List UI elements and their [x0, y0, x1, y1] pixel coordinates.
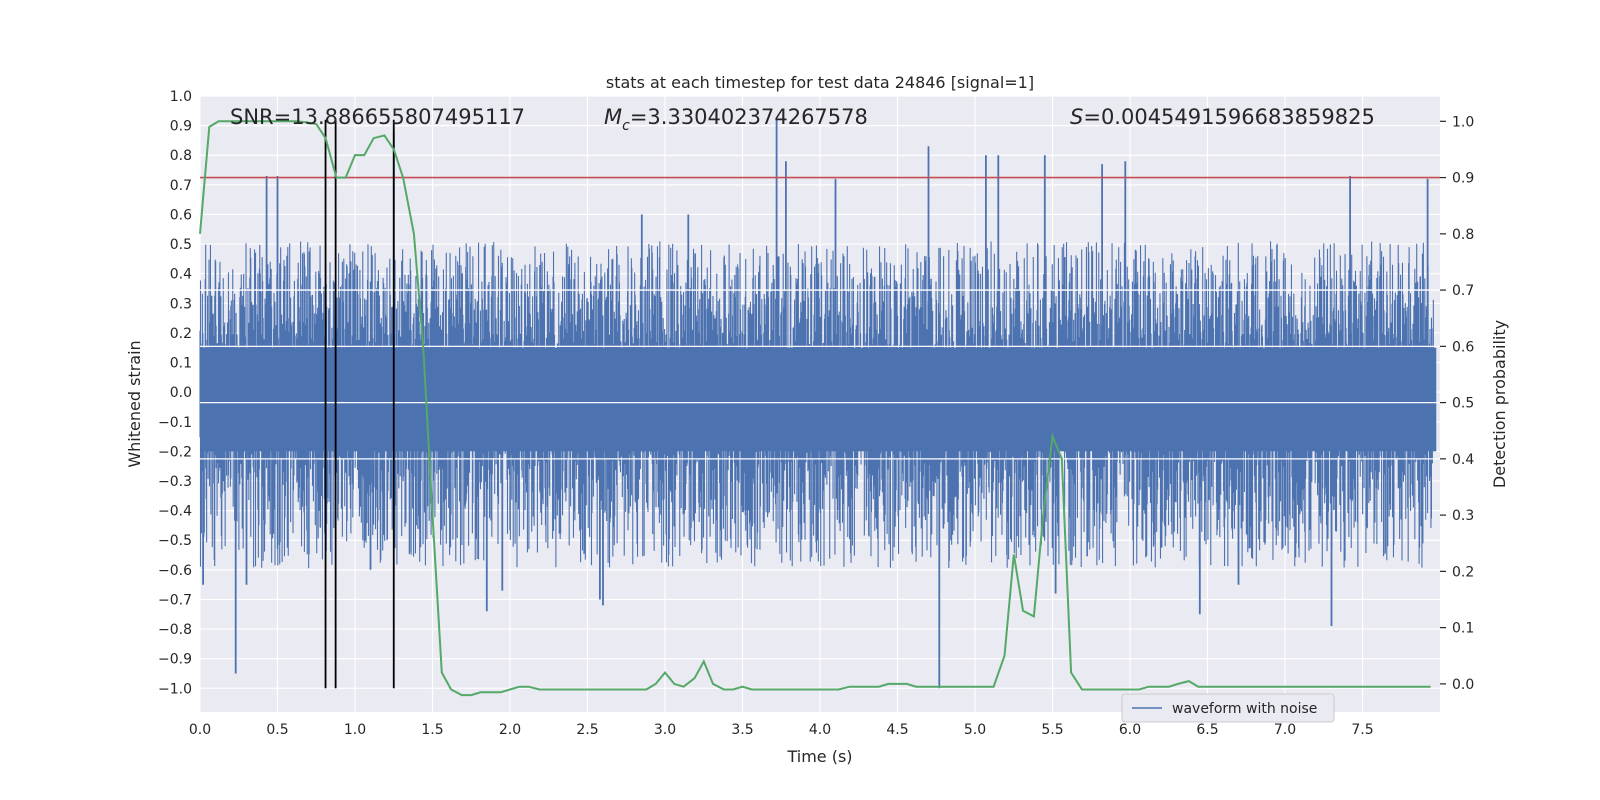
y-right-tick-label: 0.4 [1452, 452, 1474, 468]
grid-overlay [200, 289, 1440, 460]
y-right-tick-label: 0.2 [1452, 564, 1474, 580]
x-tick-label: 7.0 [1274, 722, 1296, 738]
waveform-series [199, 119, 1437, 689]
y-left-tick-label: −0.6 [158, 563, 192, 579]
x-tick-labels: 0.0 0.5 1.0 1.5 2.0 2.5 3.0 3.5 4.0 4.5 5.0 5.5 6.0 6… [189, 722, 1374, 738]
y-left-tick-label: 0.3 [170, 296, 192, 312]
y-right-tick-label: 0.7 [1452, 283, 1474, 299]
y-left-tick-label: 0.7 [170, 178, 192, 194]
vertical-markers [324, 119, 395, 689]
y-left-tick-label: −0.8 [158, 622, 192, 638]
x-tick-label: 1.0 [344, 722, 366, 738]
x-axis-label: Time (s) [786, 747, 852, 766]
y-left-tick-label: −0.3 [158, 474, 192, 490]
x-tick-label: 7.5 [1351, 722, 1373, 738]
waveform-peaks [202, 119, 1429, 689]
waveform-core [200, 347, 1437, 452]
y-left-tick-label: 0.6 [170, 207, 192, 223]
x-tick-label: 3.5 [731, 722, 753, 738]
chart-title: stats at each timestep for test data 248… [606, 73, 1034, 92]
y-left-tick-label: 0.1 [170, 356, 192, 372]
s-value: =0.004549159668385982​5 [1083, 105, 1375, 129]
x-tick-label: 5.5 [1041, 722, 1063, 738]
legend-label: waveform with noise [1172, 701, 1317, 717]
y-left-axis-label: Whitened strain [125, 340, 144, 467]
chirp-mass-symbol: M [604, 105, 622, 129]
y-right-tick-labels: 0.0 0.1 0.2 0.3 0.4 0.5 0.6 0.7 0.8 0.9 1.0 [1440, 114, 1474, 693]
x-tick-label: 3.0 [654, 722, 676, 738]
y-left-tick-label: 0.2 [170, 326, 192, 342]
y-left-tick-label: 0.8 [170, 148, 192, 164]
y-right-tick-label: 0.3 [1452, 508, 1474, 524]
y-left-tick-label: 0.0 [170, 385, 192, 401]
x-tick-label: 1.5 [421, 722, 443, 738]
x-tick-label: 0.0 [189, 722, 211, 738]
y-right-tick-label: 0.5 [1452, 396, 1474, 412]
legend: waveform with noise [1121, 693, 1335, 723]
snr-annotation: SNR=13.886655807495117 [230, 105, 525, 129]
y-left-tick-label: −0.1 [158, 415, 192, 431]
x-tick-label: 2.5 [576, 722, 598, 738]
y-left-tick-labels: −1.0 −0.9 −0.8 −0.7 −0.6 −0.5 −0.4 −0.3 −0.2 −0.1… [158, 89, 192, 697]
x-tick-label: 6.0 [1119, 722, 1141, 738]
y-left-tick-label: 1.0 [170, 89, 192, 105]
probability-line [199, 120, 1431, 697]
legend-box [1121, 693, 1335, 723]
y-right-tick-label: 0.8 [1452, 227, 1474, 243]
x-tick-label: 0.5 [266, 722, 288, 738]
y-right-tick-label: 0.9 [1452, 171, 1474, 187]
x-tick-label: 5.0 [964, 722, 986, 738]
y-left-tick-label: 0.5 [170, 237, 192, 253]
y-left-tick-label: −0.5 [158, 533, 192, 549]
s-symbol: S [1070, 105, 1083, 129]
x-tick-label: 4.5 [886, 722, 908, 738]
y-left-tick-label: 0.9 [170, 119, 192, 135]
s-annotation: S=0.004549159668385982​5 [1070, 105, 1375, 129]
x-tick-label: 6.5 [1196, 722, 1218, 738]
chirp-mass-annotation: Mc=3.330402374267578 [604, 105, 868, 134]
chirp-mass-value: =3.330402374267578 [630, 105, 868, 129]
y-left-tick-label: −0.7 [158, 592, 192, 608]
y-right-tick-label: 0.0 [1452, 677, 1474, 693]
x-tick-label: 2.0 [499, 722, 521, 738]
y-right-axis-label: Detection probability [1490, 320, 1509, 488]
probability-series [199, 120, 1431, 697]
y-left-tick-label: −0.4 [158, 504, 192, 520]
y-right-tick-label: 1.0 [1452, 114, 1474, 130]
y-right-tick-label: 0.1 [1452, 621, 1474, 637]
y-right-tick-label: 0.6 [1452, 339, 1474, 355]
y-left-tick-label: −1.0 [158, 681, 192, 697]
y-left-tick-label: −0.2 [158, 444, 192, 460]
x-tick-label: 4.0 [809, 722, 831, 738]
y-left-tick-label: 0.4 [170, 267, 192, 283]
y-left-tick-label: −0.9 [158, 652, 192, 668]
chirp-mass-subscript: c [622, 118, 630, 134]
